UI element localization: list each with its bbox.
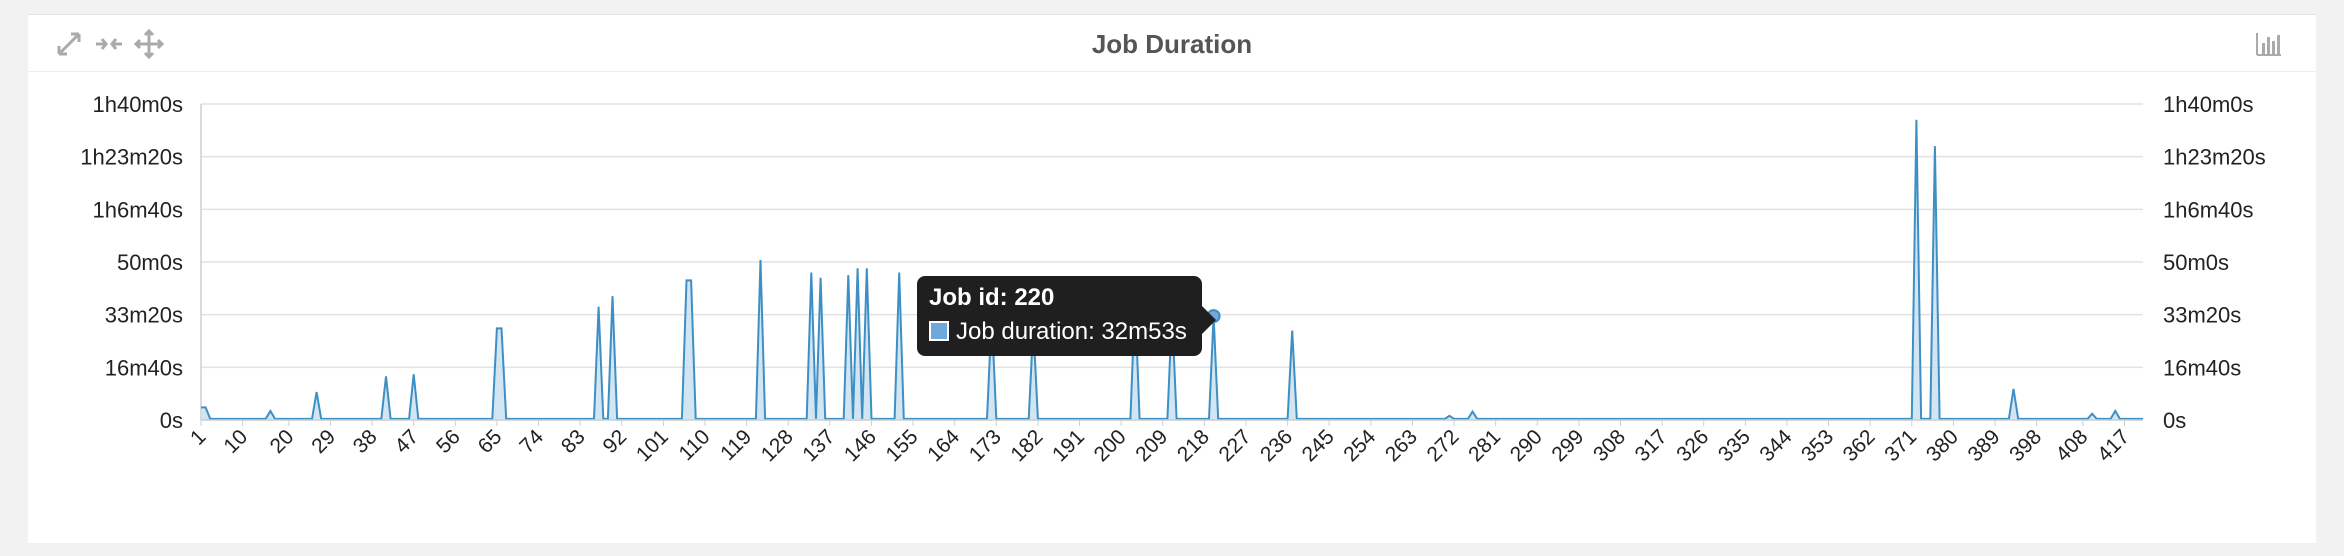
tooltip-title: Job id: 220 xyxy=(929,284,1055,311)
x-tick-label: 335 xyxy=(1714,425,1755,466)
tooltip: Job id: 220 Job duration: 32m53s xyxy=(917,276,1216,356)
x-tick-label: 281 xyxy=(1464,425,1505,466)
x-tick-label: 83 xyxy=(557,425,590,458)
x-tick-label: 353 xyxy=(1797,425,1838,466)
x-tick-label: 92 xyxy=(599,425,632,458)
x-tick-label: 56 xyxy=(432,425,465,458)
x-tick-label: 1 xyxy=(186,425,211,450)
y-tick-label-left: 50m0s xyxy=(117,250,183,275)
x-tick-label: 227 xyxy=(1214,425,1255,466)
y-tick-label-right: 33m20s xyxy=(2163,303,2241,328)
x-tick-label: 362 xyxy=(1839,425,1880,466)
x-tick-label: 308 xyxy=(1589,425,1630,466)
y-axis-left: 0s 16m40s 33m20s 50m0s 1h6m40s 1h23m20s 1h40m0… xyxy=(80,92,183,433)
x-tick-label: 236 xyxy=(1256,425,1297,466)
x-tick-label: 371 xyxy=(1880,425,1921,466)
y-tick-label-left: 0s xyxy=(160,408,183,433)
x-tick-label: 200 xyxy=(1090,425,1131,466)
x-tick-label: 74 xyxy=(515,425,548,458)
x-tick-label: 164 xyxy=(923,425,964,466)
x-tick-label: 290 xyxy=(1506,425,1547,466)
x-tick-label: 10 xyxy=(219,425,252,458)
x-tick-label: 182 xyxy=(1006,425,1047,466)
x-tick-label: 326 xyxy=(1672,425,1713,466)
y-tick-label-left: 33m20s xyxy=(105,303,183,328)
y-tick-label-right: 1h23m20s xyxy=(2163,145,2266,170)
x-tick-label: 218 xyxy=(1173,425,1214,466)
y-tick-label-right: 16m40s xyxy=(2163,355,2241,380)
x-tick-label: 389 xyxy=(1964,425,2005,466)
y-axis-right: 0s 16m40s 33m20s 50m0s 1h6m40s 1h23m20s 1h40m0… xyxy=(2163,92,2266,433)
x-tick-label: 29 xyxy=(307,425,340,458)
x-tick-label: 38 xyxy=(349,425,382,458)
y-tick-label-right: 50m0s xyxy=(2163,250,2229,275)
x-tick-label: 47 xyxy=(390,425,423,458)
y-tick-label-left: 16m40s xyxy=(105,355,183,380)
expand-icon[interactable] xyxy=(54,29,84,59)
y-tick-label-left: 1h23m20s xyxy=(80,145,183,170)
x-tick-label: 380 xyxy=(1922,425,1963,466)
tooltip-series-swatch xyxy=(929,321,949,341)
x-tick-label: 155 xyxy=(882,425,923,466)
y-tick-label-left: 1h40m0s xyxy=(92,92,183,117)
series-fill xyxy=(201,119,2143,421)
series-area xyxy=(201,119,2143,421)
x-tick-label: 272 xyxy=(1423,425,1464,466)
x-tick-label: 299 xyxy=(1547,425,1588,466)
x-axis: 1 10 20 29 38 47 56 65 74 83 92 101 110 119 128 137 146 1… xyxy=(186,419,2143,466)
y-tick-label-right: 1h40m0s xyxy=(2163,92,2254,117)
x-tick-label: 173 xyxy=(965,425,1006,466)
move-icon[interactable] xyxy=(134,29,164,59)
x-tick-label: 191 xyxy=(1048,425,1089,466)
bar-chart-icon[interactable] xyxy=(2254,29,2284,59)
x-tick-label: 146 xyxy=(840,425,881,466)
x-tick-label: 417 xyxy=(2093,425,2134,466)
x-tick-label: 128 xyxy=(757,425,798,466)
panel-header: Job Duration xyxy=(28,15,2316,72)
panel-title: Job Duration xyxy=(1091,29,1253,59)
x-tick-label: 398 xyxy=(2005,425,2046,466)
x-tick-label: 110 xyxy=(675,425,715,465)
y-tick-label-left: 1h6m40s xyxy=(92,197,183,222)
y-tick-label-right: 0s xyxy=(2163,408,2186,433)
tooltip-series-label: Job duration: 32m53s xyxy=(956,318,1187,345)
x-tick-label: 119 xyxy=(716,425,756,465)
x-tick-label: 408 xyxy=(2051,425,2092,466)
x-tick-label: 101 xyxy=(632,425,673,466)
x-tick-label: 344 xyxy=(1755,425,1796,466)
x-tick-label: 20 xyxy=(266,425,299,458)
collapse-icon[interactable] xyxy=(94,29,124,59)
x-tick-label: 65 xyxy=(474,425,507,458)
y-tick-label-right: 1h6m40s xyxy=(2163,197,2254,222)
x-tick-label: 263 xyxy=(1381,425,1422,466)
x-tick-label: 245 xyxy=(1298,425,1339,466)
x-tick-label: 137 xyxy=(798,425,839,466)
x-tick-label: 317 xyxy=(1631,425,1672,466)
x-tick-label: 209 xyxy=(1131,425,1172,466)
x-tick-label: 254 xyxy=(1339,425,1380,466)
